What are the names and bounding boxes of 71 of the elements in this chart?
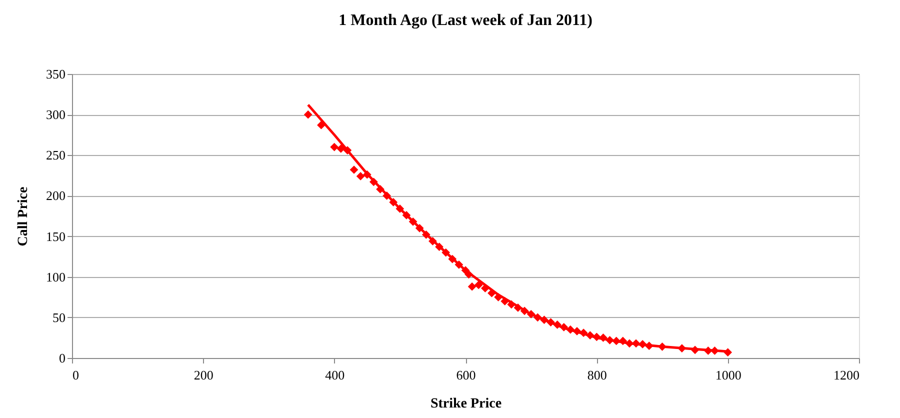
y-tick-label: 250: [46, 148, 66, 163]
point: [632, 339, 640, 348]
point: [376, 185, 384, 194]
point: [356, 172, 365, 180]
x-axis-title: Strike Price: [430, 396, 502, 412]
x-tick-label: 1000: [715, 368, 742, 382]
point: [599, 334, 608, 342]
x-tick-label: 200: [194, 368, 214, 382]
x-tick-label: 1200: [834, 368, 860, 382]
point: [330, 142, 339, 152]
x-tick-label: 800: [587, 368, 607, 382]
point: [402, 211, 411, 220]
chart-title: 1 Month Ago (Last week of Jan 2011): [338, 12, 592, 29]
y-tick-label: 100: [46, 269, 66, 284]
point: [658, 342, 666, 351]
point: [370, 178, 378, 186]
point: [382, 192, 391, 200]
y-tick-label: 300: [46, 107, 66, 122]
point: [553, 320, 562, 329]
point: [435, 242, 444, 252]
y-tick-label: 350: [46, 66, 66, 82]
y-tick-label: 50: [52, 310, 66, 325]
point: [317, 120, 326, 130]
point: [612, 336, 621, 346]
point: [566, 325, 575, 334]
point: [540, 316, 548, 324]
point: [464, 270, 473, 279]
point: [428, 236, 437, 246]
point: [520, 306, 529, 316]
point: [724, 348, 732, 357]
point: [415, 224, 424, 232]
point: [408, 217, 418, 226]
point: [560, 322, 568, 332]
y-tick-label: 0: [59, 350, 66, 366]
point: [336, 144, 346, 153]
point: [474, 280, 483, 290]
point: [448, 254, 457, 264]
y-tick-label: 150: [46, 228, 66, 244]
x-tick-label: 400: [325, 368, 345, 382]
point: [606, 336, 614, 344]
point: [514, 304, 522, 312]
y-axis-title: Call Price: [16, 186, 31, 246]
point: [442, 248, 450, 257]
x-tick-label: 0: [72, 368, 79, 382]
point: [618, 336, 628, 346]
point: [533, 313, 542, 322]
point: [461, 266, 470, 275]
point: [710, 346, 719, 355]
point: [454, 260, 464, 269]
point: [304, 110, 312, 119]
point: [396, 204, 404, 213]
point: [468, 282, 476, 291]
point: [500, 297, 510, 306]
point: [690, 346, 700, 354]
point: [592, 332, 601, 342]
x-tick-label: 600: [456, 368, 476, 382]
point: [494, 292, 502, 302]
point: [422, 230, 430, 239]
point: [644, 342, 654, 350]
point: [546, 318, 555, 326]
y-tick-label: 200: [46, 188, 66, 204]
point: [389, 198, 398, 206]
point: [526, 310, 536, 318]
point: [678, 344, 686, 352]
point: [586, 331, 594, 340]
point: [572, 327, 582, 336]
point: [625, 339, 634, 348]
point: [350, 166, 358, 174]
point: [343, 146, 352, 154]
point: [704, 346, 712, 355]
point: [362, 170, 372, 179]
